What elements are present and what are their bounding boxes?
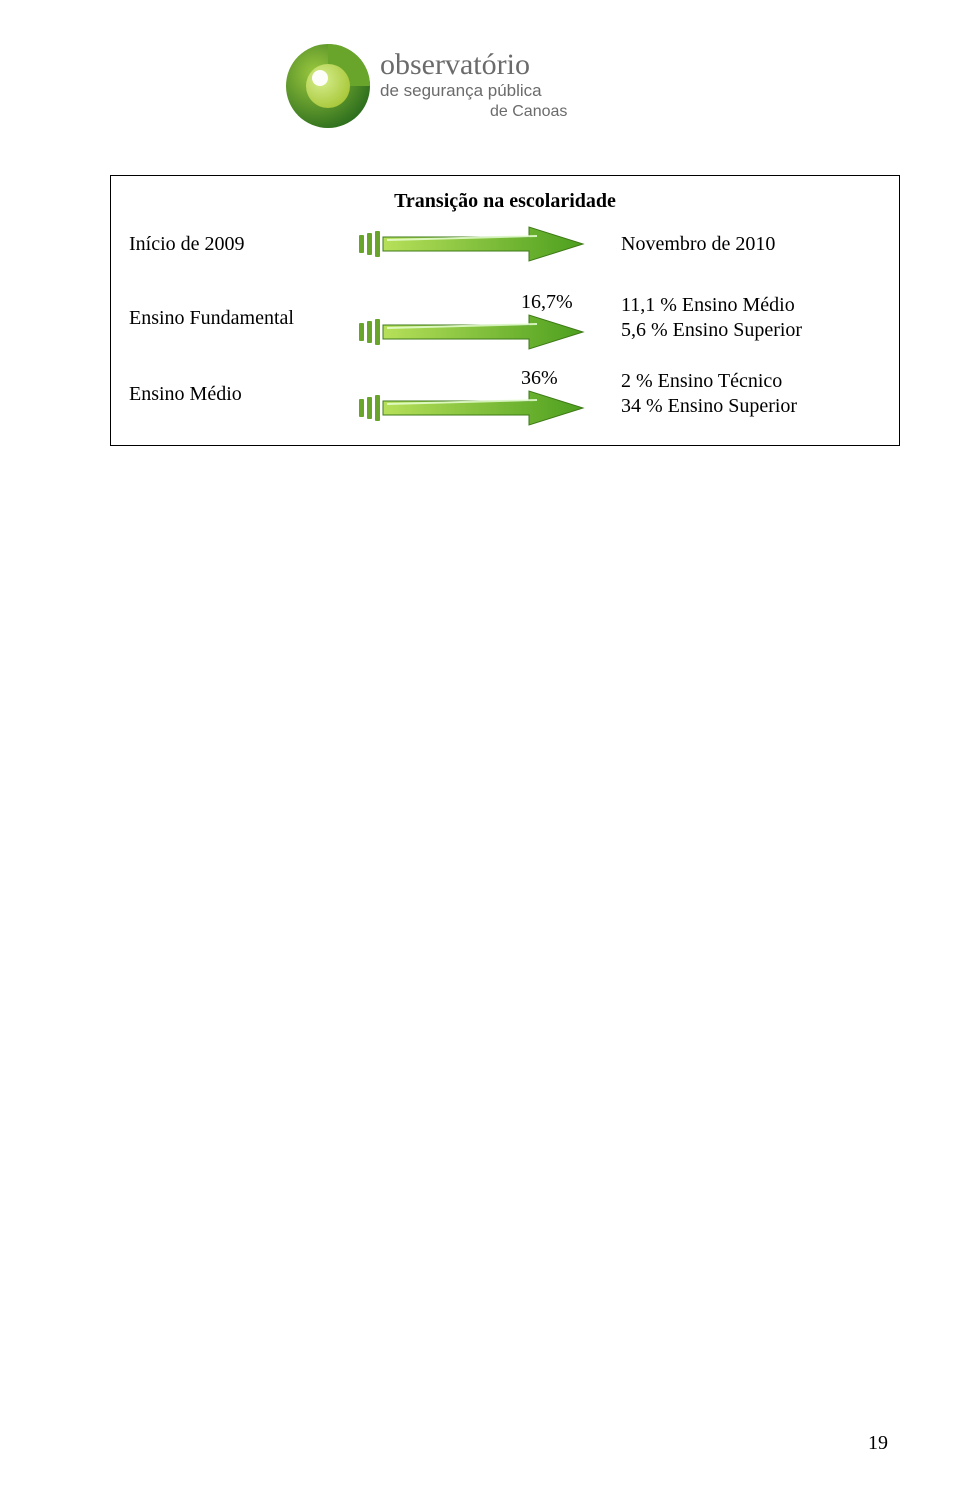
logo-line2: de segurança pública (380, 81, 542, 100)
row-left-label: Ensino Médio (129, 383, 359, 406)
logo-line3: de Canoas (490, 103, 567, 120)
logo: observatório de segurança pública de Can… (280, 36, 900, 141)
arrow-icon (359, 385, 589, 431)
row-percent: 16,7% (521, 291, 573, 314)
page-number: 19 (868, 1432, 888, 1455)
row-right-text: 2 % Ensino Técnico 34 % Ensino Superior (589, 369, 797, 419)
row-left-label: Ensino Fundamental (129, 307, 359, 330)
header-left: Início de 2009 (129, 233, 359, 256)
header-right: Novembro de 2010 (589, 232, 775, 257)
row-arrow-cell: 36% (359, 371, 589, 417)
row-right-text: 11,1 % Ensino Médio 5,6 % Ensino Superio… (589, 293, 802, 343)
header-arrow-cell (359, 221, 589, 267)
row-percent: 36% (521, 367, 558, 390)
transition-row: Ensino Médio 36% (129, 369, 881, 419)
arrow-icon (359, 309, 589, 355)
header-row: Início de 2009 Novembro de 20 (129, 221, 881, 267)
row-right-line2: 5,6 % Ensino Superior (621, 318, 802, 343)
row-right-line2: 34 % Ensino Superior (621, 394, 797, 419)
row-arrow-cell: 16,7% (359, 295, 589, 341)
box-title: Transição na escolaridade (129, 190, 881, 213)
row-right-line1: 11,1 % Ensino Médio (621, 293, 802, 318)
transition-box: Transição na escolaridade Início de 2009 (110, 175, 900, 446)
logo-title: observatório (380, 48, 530, 81)
transition-row: Ensino Fundamental 16,7% (129, 293, 881, 343)
arrow-icon (359, 221, 589, 267)
row-right-line1: 2 % Ensino Técnico (621, 369, 797, 394)
logo-svg: observatório de segurança pública de Can… (280, 36, 650, 136)
